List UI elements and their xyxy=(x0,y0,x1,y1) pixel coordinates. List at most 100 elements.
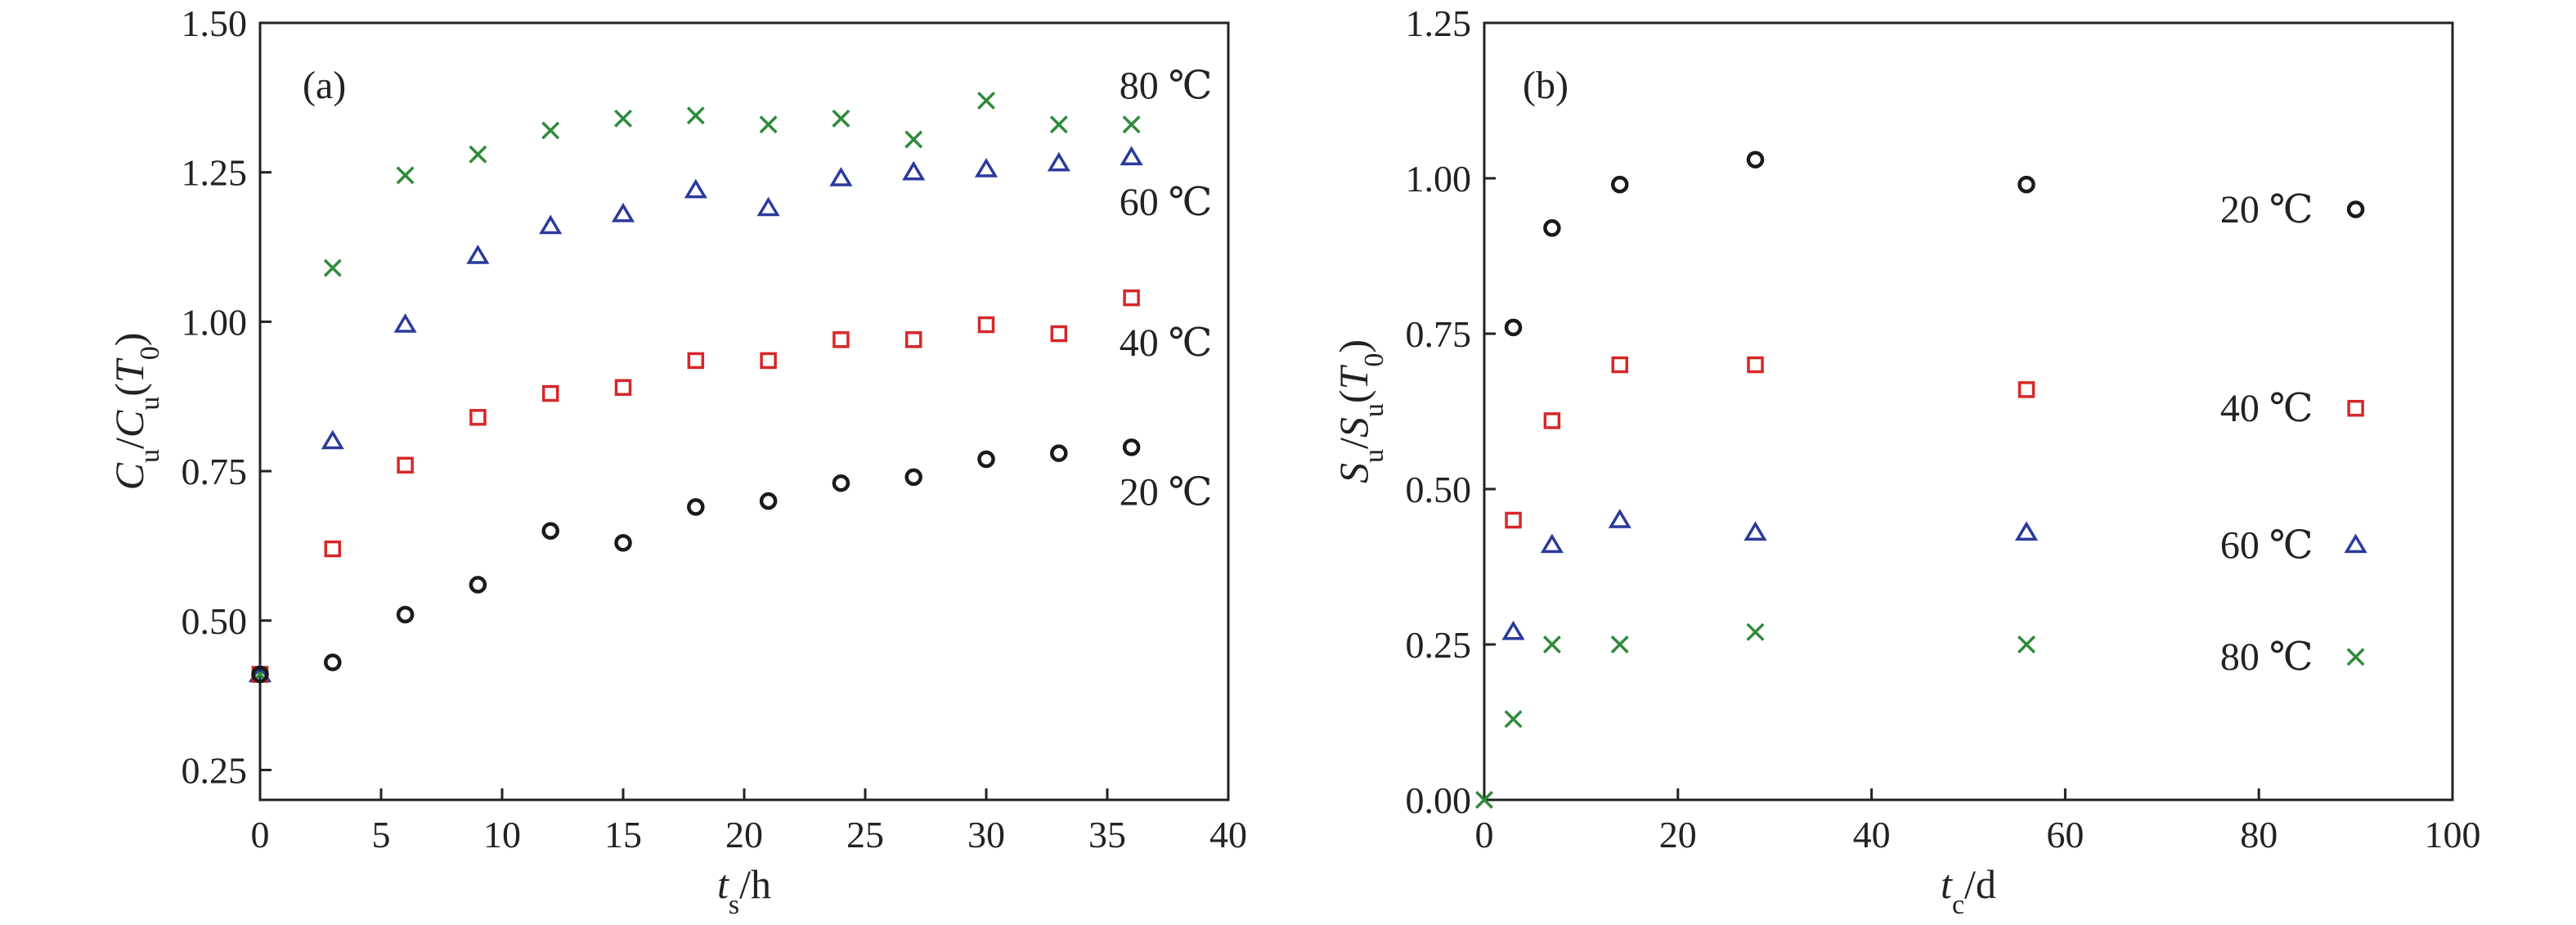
panel-b-series-40 xyxy=(1505,356,2364,529)
panel-a-xtick-label: 0 xyxy=(251,814,270,855)
panel-a-point-60 xyxy=(321,429,344,450)
panel-b-ytick-label: 0.25 xyxy=(1406,624,1472,666)
panel-b-series-labels: 20 ℃ 40 ℃ 60 ℃ 80 ℃ xyxy=(2220,188,2313,679)
panel-a-xtick-label: 40 xyxy=(1209,814,1247,855)
panel-b-xticks: 0 20 40 60 80 100 xyxy=(1475,788,2481,855)
panel-a-series-60 xyxy=(248,146,1143,683)
panel-b-ytick-label: 0.00 xyxy=(1406,779,1472,821)
panel-b-series-20 xyxy=(1504,150,2365,337)
panel-b-xtick-label: 40 xyxy=(1853,814,1891,855)
panel-a-series-label-20: 20 ℃ xyxy=(1120,471,1213,514)
panel-a-point-20 xyxy=(977,450,995,469)
panel-a-point-20 xyxy=(1122,438,1141,456)
panel-a-xtick-label: 20 xyxy=(725,814,763,855)
panel-b-points xyxy=(1475,150,2367,809)
panel-b-xtick-label: 80 xyxy=(2240,814,2278,855)
panel-a-point-80 xyxy=(469,145,487,164)
panel-a-point-20 xyxy=(396,605,415,624)
panel-a-point-40 xyxy=(832,331,850,348)
panel-b-point-80 xyxy=(1504,710,1523,729)
panel-b-point-40 xyxy=(2347,399,2364,417)
panel-b-point-60 xyxy=(1540,533,1564,554)
panel-b-point-20 xyxy=(1746,150,1765,168)
panel-a-point-80 xyxy=(759,115,778,134)
panel-b-label: (b) xyxy=(1523,64,1568,107)
panel-a-point-60 xyxy=(393,313,417,333)
panel-a-point-80 xyxy=(904,130,923,149)
panel-a-xtick-label: 10 xyxy=(483,814,521,855)
panel-a-ytick-label: 1.00 xyxy=(182,301,248,343)
panel-a-point-40 xyxy=(324,540,342,558)
panel-b-point-40 xyxy=(2017,381,2035,398)
panel-a-point-80 xyxy=(832,109,850,128)
panel-a-xtick-label: 15 xyxy=(604,814,642,855)
panel-a-yticks: 0.25 0.50 0.75 1.00 1.25 1.50 xyxy=(182,2,272,791)
panel-b-series-label-40: 40 ℃ xyxy=(2220,387,2313,430)
panel-a-xtick-label: 30 xyxy=(967,814,1005,855)
panel-b-series-label-20: 20 ℃ xyxy=(2220,188,2313,231)
panel-a-point-40 xyxy=(397,456,414,474)
panel-b-point-80 xyxy=(1542,635,1561,653)
panel-a-point-40 xyxy=(760,352,777,370)
panel-a-xtick-label: 35 xyxy=(1088,814,1126,855)
panel-a-point-80 xyxy=(977,92,995,110)
panel-b-point-60 xyxy=(2344,533,2367,554)
panel-a-series-labels: 80 ℃ 60 ℃ 40 ℃ 20 ℃ xyxy=(1120,65,1213,514)
panel-a-point-60 xyxy=(829,167,853,186)
panel-b-xtick-label: 0 xyxy=(1475,814,1494,855)
panel-b-point-40 xyxy=(1611,356,1629,374)
panel-b-point-80 xyxy=(1610,635,1629,653)
panel-a-point-20 xyxy=(687,498,705,516)
panel-a-point-60 xyxy=(466,245,490,264)
panel-a-series-label-60: 60 ℃ xyxy=(1120,181,1213,224)
panel-b-point-60 xyxy=(1608,509,1631,528)
panel-a-point-60 xyxy=(756,196,780,217)
panel-a-point-40 xyxy=(469,409,487,426)
panel-b-point-20 xyxy=(1611,175,1629,194)
panel-a-point-60 xyxy=(1047,151,1070,172)
panel-a-point-80 xyxy=(541,121,560,140)
panel-a-ytick-label: 0.50 xyxy=(182,600,248,642)
panel-b-x-axis-title: tc/d xyxy=(1941,861,1996,920)
panel-a-xtick-label: 25 xyxy=(846,814,884,855)
panel-a-point-80 xyxy=(614,109,632,128)
panel-a-point-20 xyxy=(832,474,850,492)
panel-b-point-80 xyxy=(2346,648,2365,667)
panel-a-ytick-label: 1.50 xyxy=(182,2,248,44)
panel-a-point-60 xyxy=(611,202,635,222)
panel-b-point-40 xyxy=(1543,412,1561,429)
panel-b-series-80 xyxy=(1475,622,2365,809)
panel-a-point-20 xyxy=(759,492,778,510)
panel-b-point-40 xyxy=(1747,356,1764,374)
panel-b-point-60 xyxy=(1744,521,1767,541)
panel-b-series-label-60: 60 ℃ xyxy=(2220,523,2313,567)
panel-a-points xyxy=(248,92,1143,684)
panel-a-point-40 xyxy=(687,352,705,370)
panel-a-point-80 xyxy=(1049,115,1068,134)
panel-a-point-60 xyxy=(974,158,999,177)
panel-a: (a) 0 5 10 15 20 25 30 35 40 0.25 0.50 0.75 1.00 1.2… xyxy=(106,2,1247,920)
panel-b-series-60 xyxy=(1501,509,2367,640)
panel-a-series-40 xyxy=(251,289,1140,683)
panel-a-x-axis-title: ts/h xyxy=(717,861,771,920)
panel-b-ytick-label: 0.75 xyxy=(1406,313,1472,355)
panel-b-xtick-label: 60 xyxy=(2046,814,2084,855)
panel-a-point-40 xyxy=(614,379,632,397)
panel-b-ytick-label: 1.25 xyxy=(1406,2,1472,44)
panel-a-point-20 xyxy=(614,534,632,552)
panel-b-point-20 xyxy=(1504,318,1523,337)
panel-a-series-80 xyxy=(251,92,1141,684)
panel-b-point-80 xyxy=(1475,791,1493,809)
panel-a-point-60 xyxy=(684,178,707,199)
panel-a-xticks: 0 5 10 15 20 25 30 35 40 xyxy=(251,788,1247,855)
panel-a-point-20 xyxy=(904,468,922,487)
panel-a-point-80 xyxy=(686,106,705,125)
panel-b-point-80 xyxy=(2017,635,2036,653)
panel-a-point-20 xyxy=(541,522,559,540)
panel-a-point-60 xyxy=(902,160,926,181)
panel-a-point-60 xyxy=(539,214,563,235)
panel-a-point-20 xyxy=(251,665,269,684)
panel-b-yticks: 0.00 0.25 0.50 0.75 1.00 1.25 xyxy=(1406,2,1496,821)
panel-a-point-80 xyxy=(323,258,342,277)
